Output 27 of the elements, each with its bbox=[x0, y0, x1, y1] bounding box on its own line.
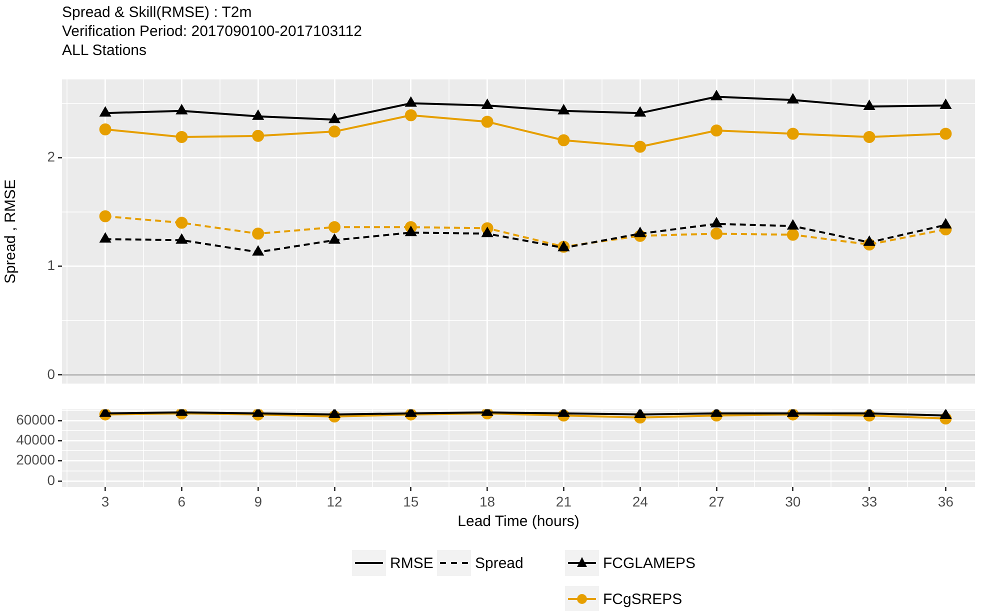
x-tick-label: 6 bbox=[178, 493, 186, 510]
x-tick-label: 27 bbox=[708, 493, 725, 510]
x-tick-label: 21 bbox=[556, 493, 572, 510]
x-tick-label: 30 bbox=[785, 493, 801, 510]
legend-label: FCgSREPS bbox=[603, 590, 682, 608]
x-tick-label: 3 bbox=[101, 493, 110, 510]
y-tick-label: 0 bbox=[47, 472, 56, 488]
x-tick-label: 9 bbox=[254, 493, 262, 510]
y-tick-label: 40000 bbox=[16, 432, 56, 448]
x-tick-label: 33 bbox=[862, 493, 878, 510]
text: Spread bbox=[475, 554, 524, 572]
legend-label: FCGLAMEPS bbox=[603, 554, 696, 572]
y-tick-label: 20000 bbox=[16, 452, 56, 468]
x-tick-label: 18 bbox=[480, 493, 496, 510]
x-axis-title: Lead Time (hours) bbox=[458, 513, 580, 530]
x-tick-label: 15 bbox=[403, 493, 419, 510]
y-tick-label: 60000 bbox=[16, 411, 56, 428]
y-tick-label: 1 bbox=[47, 257, 56, 274]
y-tick-label: 0 bbox=[47, 366, 56, 382]
y-axis-title: Spread , RMSE bbox=[2, 179, 20, 284]
x-tick-label: 24 bbox=[632, 493, 648, 510]
chart-subtitle: Verification Period: 2017090100-2017103112 ALL Stations bbox=[62, 23, 362, 59]
y-tick-label: 2 bbox=[47, 148, 56, 164]
x-tick-label: 12 bbox=[326, 493, 342, 510]
x-tick-label: 36 bbox=[938, 493, 954, 510]
text: RMSE bbox=[390, 554, 434, 572]
chart-title: Spread & Skill(RMSE) : T2m bbox=[62, 4, 252, 21]
